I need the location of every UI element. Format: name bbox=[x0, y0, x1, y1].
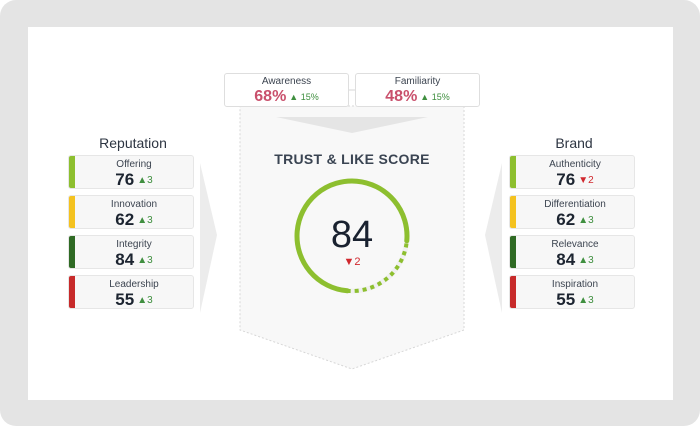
up-arrow-icon: ▲ bbox=[289, 92, 301, 102]
metric-value: 84 bbox=[556, 250, 576, 269]
gauge-dotted-arc bbox=[348, 243, 409, 293]
brand-card-relevance: Relevance 84 ▲3 bbox=[509, 235, 635, 269]
awareness-card: Awareness 68% ▲ 15% bbox=[224, 73, 349, 107]
delta-value: 3 bbox=[147, 214, 153, 226]
awareness-label: Awareness bbox=[261, 76, 312, 87]
up-arrow-icon: ▲ bbox=[578, 214, 589, 226]
trust-gauge bbox=[294, 178, 410, 294]
reputation-title: Reputation bbox=[99, 135, 167, 151]
metric-delta: ▲3 bbox=[578, 215, 593, 226]
familiarity-delta: ▲ 15% bbox=[420, 92, 449, 102]
up-arrow-icon: ▲ bbox=[137, 214, 148, 226]
metric-label: Offering bbox=[116, 159, 152, 170]
down-arrow-icon: ▼ bbox=[578, 174, 589, 186]
trust-score-value: 84 bbox=[330, 214, 374, 256]
delta-value: 3 bbox=[147, 174, 153, 186]
familiarity-label: Familiarity bbox=[394, 76, 441, 87]
metric-label: Integrity bbox=[116, 239, 152, 250]
up-arrow-icon: ▲ bbox=[137, 174, 148, 186]
delta-value: 3 bbox=[588, 214, 594, 226]
reputation-card-leadership: Leadership 55 ▲3 bbox=[68, 275, 194, 309]
reputation-card-integrity: Integrity 84 ▲3 bbox=[68, 235, 194, 269]
metric-label: Leadership bbox=[109, 279, 159, 290]
delta-value: 2 bbox=[588, 174, 594, 186]
metric-label: Relevance bbox=[551, 239, 599, 250]
brand-card-inspiration: Inspiration 55 ▲3 bbox=[509, 275, 635, 309]
delta-value: 3 bbox=[588, 254, 594, 266]
metric-label: Innovation bbox=[110, 199, 158, 210]
reputation-card-innovation: Innovation 62 ▲3 bbox=[68, 195, 194, 229]
color-bar bbox=[510, 236, 516, 268]
metric-label: Differentiation bbox=[544, 199, 606, 210]
awareness-delta-value: 15% bbox=[300, 92, 319, 102]
color-bar bbox=[510, 276, 516, 308]
delta-value: 3 bbox=[588, 294, 594, 306]
metric-delta: ▲3 bbox=[137, 215, 152, 226]
up-arrow-icon: ▲ bbox=[578, 254, 589, 266]
metric-delta: ▲3 bbox=[578, 295, 593, 306]
brand-title: Brand bbox=[555, 135, 593, 151]
gauge-fill-arc bbox=[294, 178, 410, 294]
metric-delta: ▲3 bbox=[137, 295, 152, 306]
top-chevron bbox=[276, 117, 428, 133]
color-bar bbox=[69, 196, 75, 228]
metric-value: 76 bbox=[556, 170, 576, 189]
familiarity-delta-value: 15% bbox=[431, 92, 450, 102]
color-bar bbox=[510, 196, 516, 228]
metric-delta: ▼2 bbox=[578, 175, 593, 186]
awareness-delta: ▲ 15% bbox=[289, 92, 318, 102]
right-funnel-arrow bbox=[485, 163, 502, 313]
metric-value: 55 bbox=[556, 290, 576, 309]
metric-value: 84 bbox=[115, 250, 135, 269]
trust-delta-value: 2 bbox=[354, 256, 361, 268]
brand-card-differentiation: Differentiation 62 ▲3 bbox=[509, 195, 635, 229]
metric-value: 62 bbox=[115, 210, 135, 229]
trust-score-delta: ▼2 bbox=[302, 256, 402, 268]
metric-label: Inspiration bbox=[551, 279, 599, 290]
center-shield bbox=[239, 105, 465, 370]
brand-card-authenticity: Authenticity 76 ▼2 bbox=[509, 155, 635, 189]
awareness-value: 68% bbox=[254, 88, 287, 105]
color-bar bbox=[69, 156, 75, 188]
metric-delta: ▲3 bbox=[578, 255, 593, 266]
up-arrow-icon: ▲ bbox=[137, 294, 148, 306]
reputation-card-offering: Offering 76 ▲3 bbox=[68, 155, 194, 189]
familiarity-card: Familiarity 48% ▲ 15% bbox=[355, 73, 480, 107]
metric-value: 55 bbox=[115, 290, 135, 309]
delta-value: 3 bbox=[147, 254, 153, 266]
up-arrow-icon: ▲ bbox=[578, 294, 589, 306]
color-bar bbox=[510, 156, 516, 188]
left-funnel-arrow bbox=[200, 163, 217, 313]
metric-label: Authenticity bbox=[549, 159, 601, 170]
familiarity-value: 48% bbox=[385, 88, 418, 105]
metric-value: 62 bbox=[556, 210, 576, 229]
color-bar bbox=[69, 236, 75, 268]
metric-delta: ▲3 bbox=[137, 175, 152, 186]
up-arrow-icon: ▲ bbox=[137, 254, 148, 266]
down-arrow-icon: ▼ bbox=[343, 256, 355, 268]
metric-delta: ▲3 bbox=[137, 255, 152, 266]
metric-value: 76 bbox=[115, 170, 135, 189]
trust-score-title: TRUST & LIKE SCORE bbox=[274, 151, 430, 167]
color-bar bbox=[69, 276, 75, 308]
up-arrow-icon: ▲ bbox=[420, 92, 432, 102]
delta-value: 3 bbox=[147, 294, 153, 306]
